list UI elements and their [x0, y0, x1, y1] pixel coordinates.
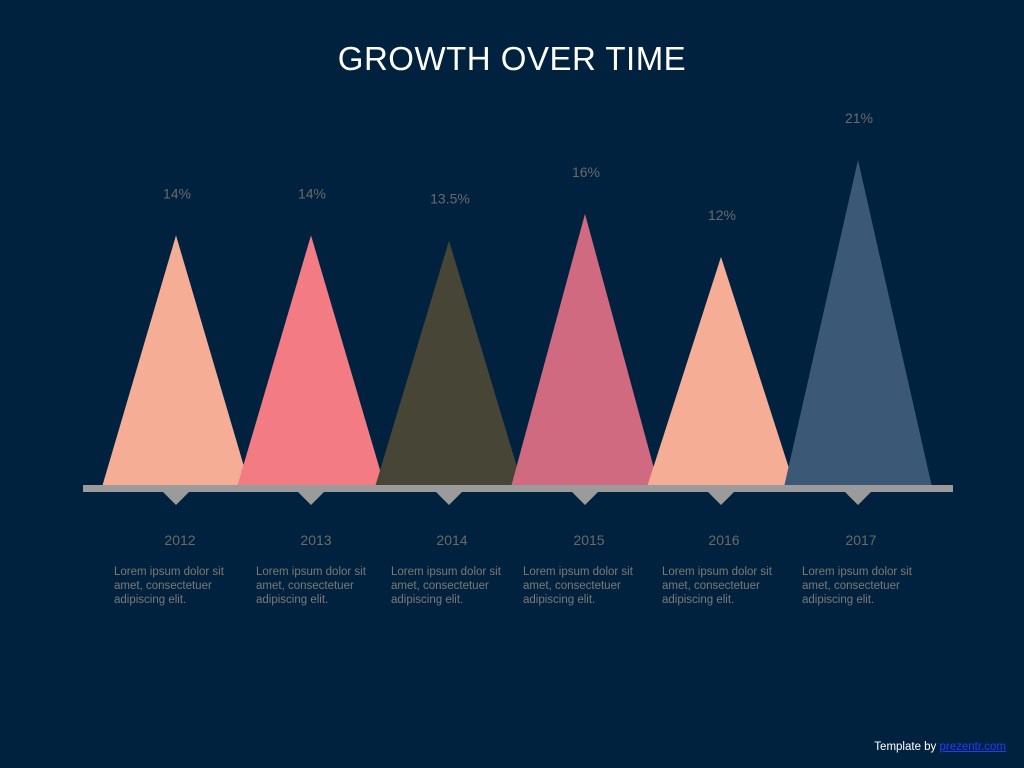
year-label-2013: 2013 [300, 532, 331, 548]
slide-title: GROWTH OVER TIME [337, 40, 687, 77]
year-label-2015: 2015 [573, 532, 604, 548]
value-label-2017: 21% [845, 110, 873, 126]
bar-2014 [375, 240, 523, 487]
value-label-2015: 16% [572, 164, 600, 180]
marker-2017 [845, 492, 871, 505]
description-2016: Lorem ipsum dolor sit amet, consectetuer… [662, 566, 772, 606]
marker-2016 [708, 492, 734, 505]
year-label-2016: 2016 [708, 532, 739, 548]
axis-baseline [83, 485, 953, 492]
description-2014: Lorem ipsum dolor sit amet, consectetuer… [391, 566, 501, 606]
marker-2013 [298, 492, 324, 505]
description-2012: Lorem ipsum dolor sit amet, consectetuer… [114, 566, 224, 606]
bar-2013 [237, 235, 385, 487]
marker-2015 [572, 492, 598, 505]
template-credit: Template by prezentr.com [874, 741, 1006, 753]
bar-2016 [647, 256, 795, 487]
value-label-2016: 12% [708, 207, 736, 223]
year-label-2014: 2014 [436, 532, 467, 548]
description-2017: Lorem ipsum dolor sit amet, consectetuer… [802, 566, 912, 606]
value-label-2012: 14% [163, 185, 191, 201]
year-label-2012: 2012 [164, 532, 195, 548]
bar-2012 [102, 235, 250, 487]
bar-2017 [784, 160, 932, 488]
description-2015: Lorem ipsum dolor sit amet, consectetuer… [523, 566, 633, 606]
credit-link[interactable]: prezentr.com [939, 741, 1006, 753]
credit-prefix: Template by [874, 741, 937, 753]
marker-2012 [163, 492, 189, 505]
year-label-2017: 2017 [845, 532, 876, 548]
bar-2015 [511, 213, 659, 487]
marker-2014 [436, 492, 462, 505]
description-2013: Lorem ipsum dolor sit amet, consectetuer… [256, 566, 366, 606]
value-label-2014: 13.5% [430, 191, 470, 207]
value-label-2013: 14% [298, 185, 326, 201]
